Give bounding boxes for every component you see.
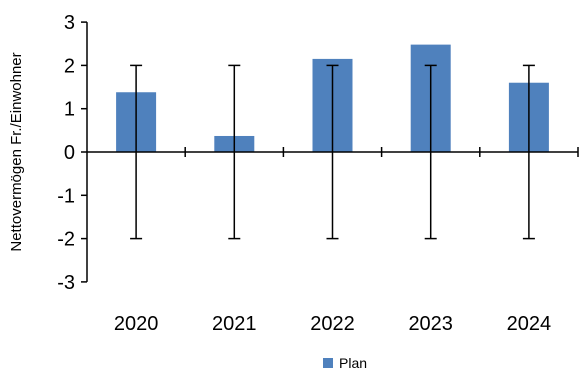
x-tick-label-2020: 2020 [114,313,159,335]
legend: Plan [323,355,367,371]
y-tick-label: -1 [57,185,75,207]
x-tick-label-2022: 2022 [310,313,355,335]
legend-label-plan: Plan [339,355,367,371]
y-tick-label: 1 [64,99,75,121]
y-axis-title: Nettovermögen Fr./Einwohner [8,52,25,251]
y-tick-label: 0 [64,142,75,164]
axes-layer: 3 2 1 0 -1 -2 -3 2020 2021 2022 2023 2024 [57,12,579,335]
x-tick-label-2024: 2024 [507,313,552,335]
y-tick-label: 2 [64,55,75,77]
y-tick-label: 3 [64,12,75,34]
y-tick-label: -2 [57,229,75,251]
x-tick-label-2021: 2021 [212,313,257,335]
x-tick-label-2023: 2023 [408,313,453,335]
y-tick-label: -3 [57,272,75,294]
legend-swatch-plan [323,358,333,368]
